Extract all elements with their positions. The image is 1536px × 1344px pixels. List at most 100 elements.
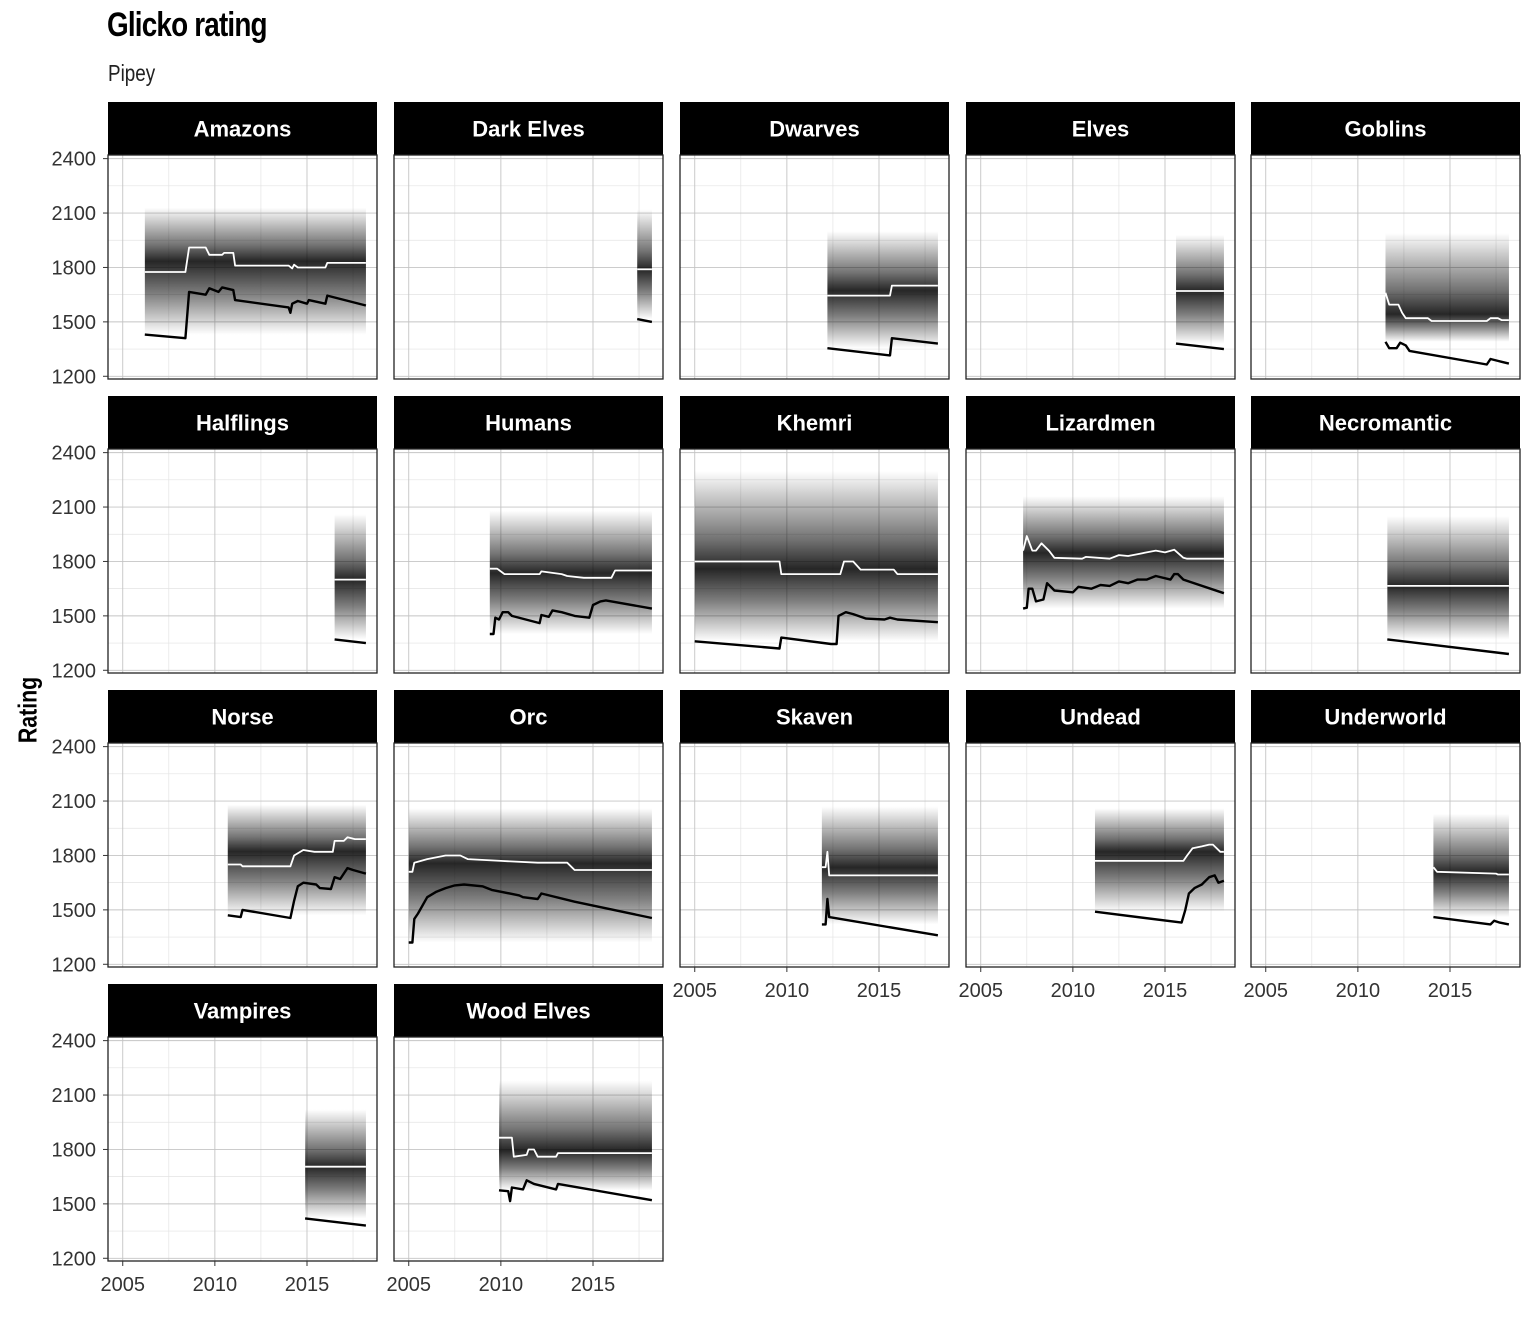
uncertainty-band [1176,234,1224,344]
panel-title: Necromantic [1319,411,1452,436]
panel-strip [108,396,377,449]
uncertainty-band [227,804,366,916]
series-lower-line [334,638,367,645]
panel-norse: Norse 1200 1500 1800 2100 2400 [52,690,378,976]
series-rating-line [1432,866,1509,876]
y-tick-label: 2100 [52,203,97,225]
series-rating-line [821,850,938,877]
panel-title: Goblins [1345,117,1427,142]
panel-strip [680,396,949,449]
x-tick-label: 2010 [1336,980,1381,1002]
panel-strip [966,102,1235,155]
y-tick-label: 1800 [52,257,97,279]
series-lower-line [1384,341,1510,366]
series-rating-line [694,560,938,575]
panel-border [393,1036,664,1262]
chart-title: Glicko rating [107,6,268,44]
panel-strip [1251,102,1520,155]
series-lower-line [144,286,367,340]
series-rating-line [1384,292,1509,322]
panel-strip [394,102,663,155]
y-tick-label: 1800 [52,1139,97,1161]
panel-border [1250,448,1521,674]
x-tick-label: 2015 [1428,980,1473,1002]
uncertainty-band [637,209,652,320]
uncertainty-band [489,510,652,635]
panel-background [108,449,377,673]
panel-border [679,154,950,380]
panel-strip [680,690,949,743]
series-rating-line [1095,843,1224,862]
series-lower-line [1433,915,1510,926]
x-tick-label: 2010 [1051,980,1096,1002]
panel-strip [394,396,663,449]
y-tick-label: 1200 [52,366,97,388]
series-lower-line [636,317,653,324]
series-lower-line [1094,874,1225,924]
series-lower-line [1387,638,1510,656]
x-tick-label: 2005 [386,1274,431,1296]
series-lower-line [304,1217,367,1227]
series-rating-line [489,567,652,579]
series-lower-line [821,897,939,937]
panel-humans: Humans [393,396,664,674]
panel-goblins: Goblins [1250,102,1521,380]
uncertainty-band [694,470,938,642]
series-lower-line [498,1179,653,1203]
panel-title: Lizardmen [1045,411,1155,436]
series-lower-line [1175,342,1225,351]
x-tick-label: 2005 [672,980,717,1002]
series-lower-line [694,611,938,650]
series-rating-line [1022,535,1224,560]
uncertainty-band [1023,496,1224,609]
panel-skaven: Skaven 2005 2010 2015 [672,690,950,1002]
y-tick-label: 1500 [52,312,97,334]
series-rating-line [144,246,366,273]
y-tick-label: 1200 [52,954,97,976]
panel-title: Halflings [196,411,289,436]
panel-title: Wood Elves [466,999,590,1024]
panel-wood-elves: Wood Elves 2005 2010 2015 [386,984,664,1296]
y-tick-label: 2100 [52,1085,97,1107]
panel-background [394,155,663,379]
panel-border [393,154,664,380]
y-tick-label: 1500 [52,1194,97,1216]
panel-halflings: Halflings 1200 1500 1800 2100 2400 [52,396,378,682]
panel-border [1250,742,1521,968]
series-lower-line [408,883,653,944]
y-tick-label: 2400 [52,443,97,465]
x-tick-label: 2005 [1243,980,1288,1002]
y-tick-label: 1500 [52,900,97,922]
panel-border [965,448,1236,674]
panel-strip [108,690,377,743]
uncertainty-band [144,207,366,335]
series-lower-line [227,866,367,920]
uncertainty-band [1094,808,1224,912]
panel-dark-elves: Dark Elves [393,102,664,380]
series-rating-line [408,854,652,873]
y-tick-label: 1200 [52,1248,97,1270]
x-tick-label: 2005 [100,1274,145,1296]
x-tick-label: 2015 [571,1274,616,1296]
panel-border [679,742,950,968]
x-tick-label: 2015 [285,1274,330,1296]
panel-orc: Orc [393,690,664,968]
panel-border [393,742,664,968]
uncertainty-band [1387,516,1509,640]
y-tick-label: 1200 [52,660,97,682]
panel-khemri: Khemri [679,396,950,674]
panel-undead: Undead 2005 2010 2015 [958,690,1236,1002]
panel-strip [108,102,377,155]
panel-title: Vampires [194,999,292,1024]
panel-title: Skaven [776,705,853,730]
panel-border [679,448,950,674]
panel-strip [394,984,663,1037]
panel-strip [680,102,949,155]
uncertainty-band [1385,232,1509,342]
x-tick-label: 2010 [479,1274,524,1296]
panel-border [393,448,664,674]
panel-dwarves: Dwarves [679,102,950,380]
panel-border [965,154,1236,380]
series-lower-line [489,599,653,636]
